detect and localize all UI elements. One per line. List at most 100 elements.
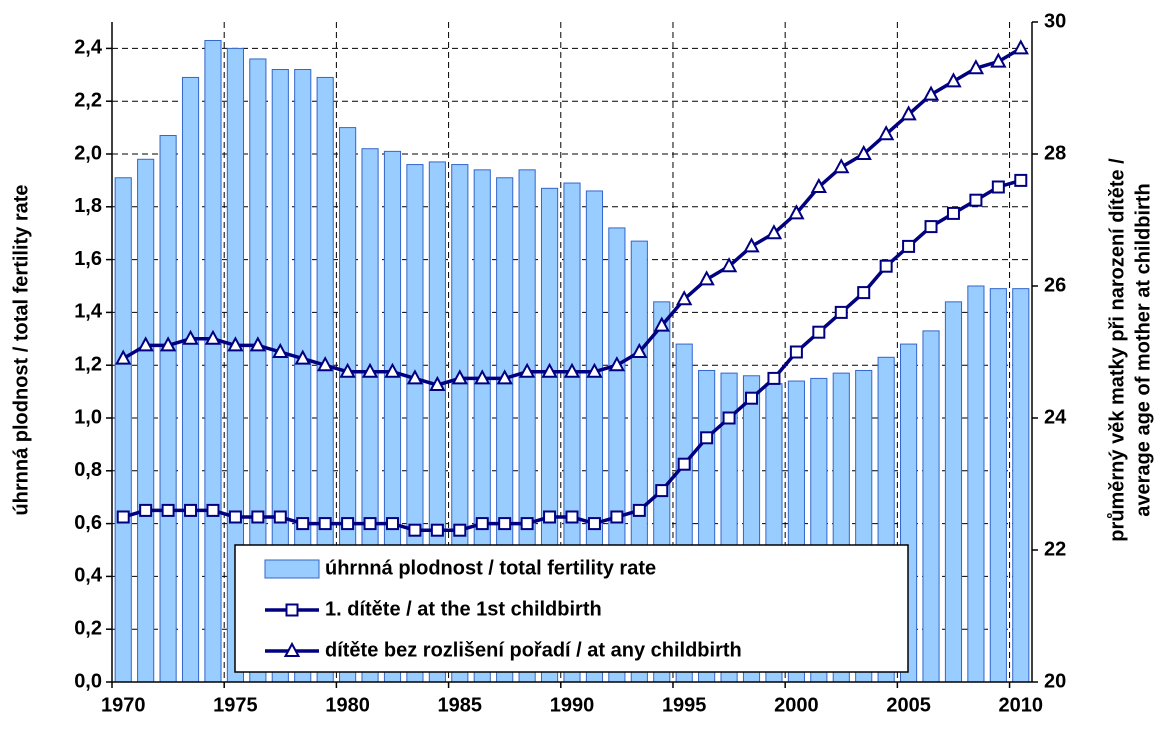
- marker: [587, 517, 601, 531]
- marker: [363, 517, 377, 531]
- marker: [720, 257, 738, 273]
- marker: [115, 349, 132, 365]
- legend-label: 1. dítěte / at the 1st childbirth: [325, 598, 602, 620]
- marker: [631, 342, 648, 358]
- y-tick-label: 0,6: [74, 512, 102, 534]
- marker: [967, 59, 985, 75]
- y2-tick-label: 26: [1044, 274, 1066, 296]
- marker: [341, 517, 355, 531]
- x-tick-label: 1995: [662, 694, 707, 716]
- marker: [608, 356, 626, 372]
- marker: [946, 206, 960, 220]
- marker: [251, 510, 265, 524]
- bar: [114, 177, 132, 683]
- marker: [632, 503, 646, 517]
- x-tick-label: 1990: [550, 694, 595, 716]
- y-tick-label: 0,0: [74, 670, 102, 692]
- y2-axis-label: average age of mother at childbirth: [1132, 183, 1154, 516]
- marker: [430, 523, 444, 537]
- x-tick-label: 2010: [999, 694, 1044, 716]
- marker: [296, 517, 310, 531]
- legend-label: dítěte bez rozlišení pořadí / at any chi…: [325, 639, 742, 661]
- marker: [451, 369, 468, 385]
- marker: [586, 362, 603, 378]
- marker: [700, 431, 714, 445]
- marker: [116, 510, 130, 524]
- marker: [139, 503, 153, 517]
- marker: [518, 362, 536, 378]
- y2-tick-label: 24: [1044, 406, 1067, 428]
- y-tick-label: 1,0: [74, 406, 102, 428]
- marker: [249, 336, 267, 352]
- bar: [204, 39, 222, 683]
- x-tick-label: 1970: [101, 694, 146, 716]
- y-tick-label: 2,2: [74, 89, 102, 111]
- y-tick-label: 1,6: [74, 248, 102, 270]
- marker: [273, 510, 287, 524]
- marker: [745, 391, 759, 405]
- marker: [924, 220, 938, 234]
- marker: [1014, 173, 1028, 187]
- marker: [812, 325, 826, 339]
- y-tick-label: 0,2: [74, 617, 102, 639]
- marker: [789, 345, 803, 359]
- y2-tick-label: 22: [1044, 538, 1066, 560]
- marker: [677, 457, 691, 471]
- marker: [318, 517, 332, 531]
- y-tick-label: 1,2: [74, 353, 102, 375]
- marker: [922, 85, 940, 101]
- marker: [969, 193, 983, 207]
- marker: [877, 125, 895, 141]
- y2-tick-label: 30: [1044, 10, 1066, 32]
- marker: [475, 517, 489, 531]
- marker: [541, 362, 558, 378]
- legend: [234, 544, 909, 673]
- x-tick-label: 2000: [774, 694, 819, 716]
- marker: [339, 362, 356, 378]
- marker: [788, 204, 805, 220]
- marker: [474, 369, 491, 385]
- marker: [610, 510, 624, 524]
- bar: [137, 158, 155, 683]
- marker: [182, 329, 199, 345]
- bar: [159, 135, 177, 683]
- y2-axis-label: průměrný věk matky při narození dítěte /: [1106, 158, 1128, 542]
- marker: [285, 603, 299, 617]
- marker: [655, 484, 669, 498]
- y-tick-label: 2,0: [74, 142, 102, 164]
- y-tick-label: 2,4: [74, 37, 103, 59]
- marker: [206, 503, 220, 517]
- marker: [227, 336, 244, 352]
- bar: [944, 301, 963, 683]
- marker: [900, 105, 917, 121]
- marker: [857, 286, 871, 300]
- marker: [653, 316, 670, 332]
- bar: [922, 330, 940, 683]
- marker: [159, 336, 177, 352]
- marker: [294, 349, 311, 365]
- marker: [1012, 39, 1029, 55]
- y2-tick-label: 20: [1044, 670, 1066, 692]
- marker: [429, 375, 446, 391]
- legend-label: úhrnná plodnost / total fertility rate: [325, 557, 656, 579]
- marker: [520, 517, 534, 531]
- marker: [228, 510, 242, 524]
- x-tick-label: 1980: [325, 694, 370, 716]
- marker: [810, 177, 828, 193]
- x-tick-label: 1985: [438, 694, 483, 716]
- marker: [406, 369, 424, 385]
- y-tick-label: 0,4: [74, 565, 103, 587]
- marker: [316, 356, 334, 372]
- marker: [855, 144, 872, 160]
- marker: [834, 305, 848, 319]
- marker: [384, 362, 401, 378]
- bar: [1012, 288, 1030, 683]
- marker: [184, 503, 198, 517]
- y-tick-label: 1,8: [74, 195, 102, 217]
- marker: [137, 336, 154, 352]
- bar: [989, 288, 1007, 683]
- marker: [408, 523, 422, 537]
- y-axis-label: úhrnná plodnost / total fertility rate: [10, 184, 32, 515]
- bar: [967, 285, 985, 683]
